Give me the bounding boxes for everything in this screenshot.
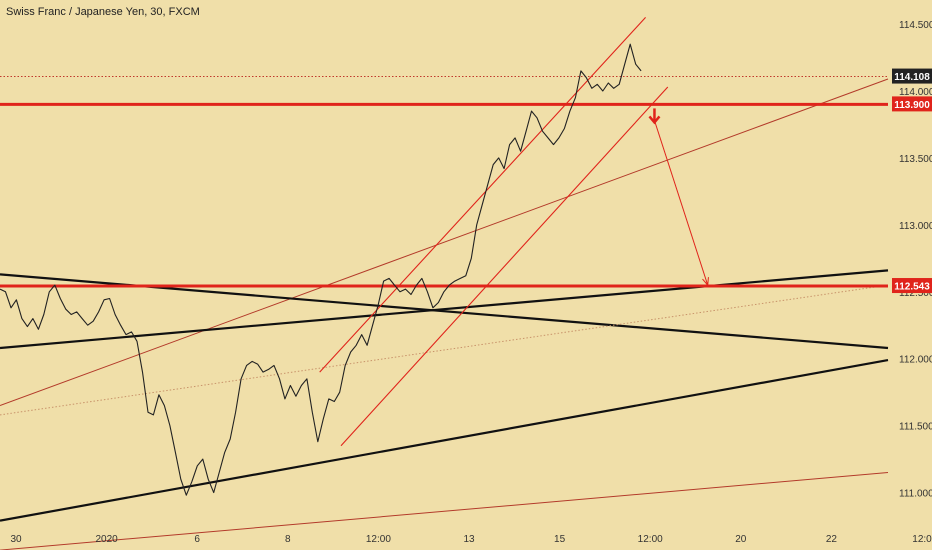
y-tick-label: 112.500 [899,288,932,299]
y-tick-label: 114.000 [899,87,932,98]
y-tick-label: 111.000 [899,489,932,500]
price-label-box [892,278,932,294]
trend-line [0,284,889,416]
x-tick-label: 12:0 [912,534,932,545]
x-tick-label: 6 [194,534,200,545]
x-tick-label: 2020 [95,534,118,545]
projection-arrow-line [653,120,709,286]
projection-arrow-head [702,277,709,287]
x-tick-label: 12:00 [638,534,663,545]
x-tick-label: 12:00 [366,534,391,545]
x-tick-label: 22 [826,534,838,545]
price-label-box [892,96,932,112]
x-tick-label: 30 [10,534,22,545]
y-tick-label: 113.000 [899,221,932,232]
x-tick-label: 8 [285,534,291,545]
x-tick-label: 15 [554,534,566,545]
price-label-text: 114.108 [894,72,930,83]
plot-layer [0,17,889,550]
chart-title: Swiss Franc / Japanese Yen, 30, FXCM [6,6,200,18]
axis-layer: 111.000 111.500 112.000 112.500 113.000 113.5… [10,20,932,545]
price-label-box [892,68,932,84]
down-arrow-head [648,115,661,125]
trend-line [0,471,889,550]
trend-line [0,358,889,522]
channel-line [340,86,669,447]
y-tick-label: 112.000 [899,355,932,366]
price-label-text: 113.900 [894,100,930,111]
y-tick-label: 114.500 [899,20,932,31]
x-tick-label: 20 [735,534,747,545]
trend-line [0,269,889,350]
price-label-text: 112.543 [894,282,930,293]
price-series [0,43,642,496]
channel-line [319,17,646,373]
y-tick-label: 111.500 [899,422,932,433]
y-tick-label: 113.500 [899,154,932,165]
x-tick-label: 13 [463,534,475,545]
trend-line [0,78,889,407]
